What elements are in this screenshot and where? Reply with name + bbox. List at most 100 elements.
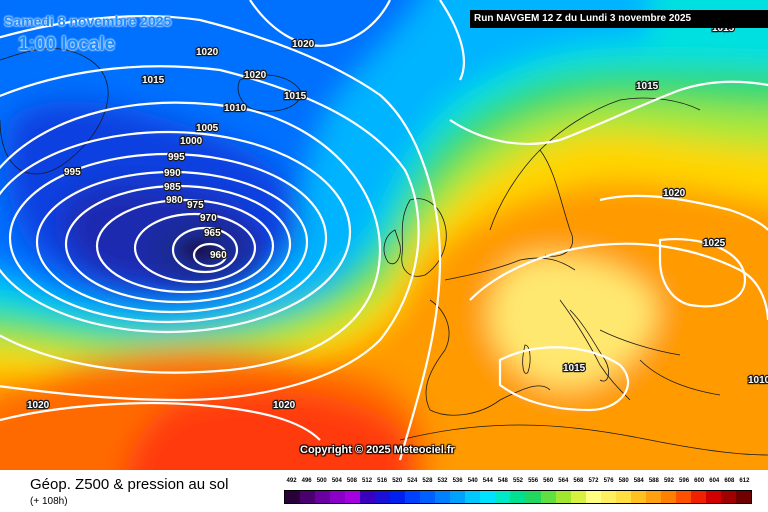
isobar (658, 238, 747, 308)
geopotential-field (0, 0, 768, 470)
isobar (498, 346, 630, 412)
isobar-label: 1010 (224, 103, 247, 114)
colour-swatch (630, 491, 646, 503)
colour-scale-bar (284, 490, 752, 504)
colour-swatch (480, 491, 496, 503)
scandinavia-coast (489, 97, 701, 257)
isobars (0, 0, 768, 460)
isobar (469, 242, 768, 321)
scale-value-label: 556 (528, 478, 539, 484)
isobar (171, 226, 239, 274)
isobar (0, 101, 382, 374)
colour-swatch (540, 491, 556, 503)
colour-swatch (390, 491, 406, 503)
scale-value-label: 524 (407, 478, 418, 484)
scale-value-label: 548 (497, 478, 508, 484)
colour-swatch (450, 491, 466, 503)
scale-value-label: 596 (679, 478, 690, 484)
colour-swatch (420, 491, 436, 503)
italy-coast (569, 309, 610, 382)
scale-value-label: 564 (558, 478, 569, 484)
forecast-date: Samedi 8 novembre 2025 (4, 13, 172, 29)
colour-swatch (570, 491, 586, 503)
colour-swatch (360, 491, 376, 503)
isobar-label: 995 (168, 152, 185, 163)
isobar-label: 995 (64, 167, 81, 178)
scale-value-label: 532 (437, 478, 448, 484)
isobar-label: 1020 (244, 70, 267, 81)
scale-value-label: 580 (618, 478, 629, 484)
colour-swatch (405, 491, 421, 503)
scale-value-label: 584 (633, 478, 644, 484)
colour-swatch (735, 491, 751, 503)
colour-swatch (300, 491, 316, 503)
colour-swatch (645, 491, 661, 503)
isobar-labels: 1020 1020 1015 1020 1015 1010 1005 1000 … (26, 22, 768, 412)
isobar-label: 1020 (273, 400, 296, 411)
isobar-label: 985 (164, 182, 181, 193)
british-isles-coast (383, 198, 447, 277)
isobar-label: 1005 (196, 123, 219, 134)
colour-swatch (720, 491, 736, 503)
isobar (0, 14, 442, 461)
isobar-label: 1020 (27, 400, 50, 411)
isobar (249, 0, 391, 47)
z500-pressure-map: 1020 1020 1015 1020 1015 1010 1005 1000 … (0, 0, 768, 470)
colour-swatch (585, 491, 601, 503)
colour-swatch (705, 491, 721, 503)
africa-coast (399, 424, 768, 456)
continent-coast (425, 257, 721, 416)
colour-swatch (660, 491, 676, 503)
isobar (95, 198, 275, 294)
colour-scale-labels: 492 496 500 504 508 512 516 520 524 528 532 536 540 5… (284, 478, 752, 488)
colour-swatch (330, 491, 346, 503)
isobar-label: 980 (166, 195, 183, 206)
scale-value-label: 508 (346, 478, 357, 484)
colour-swatch (510, 491, 526, 503)
colour-swatch (435, 491, 451, 503)
scale-value-label: 512 (362, 478, 373, 484)
scale-value-label: 612 (739, 478, 750, 484)
scale-value-label: 608 (724, 478, 735, 484)
isobar-label: 990 (164, 168, 181, 179)
isobar-label: 1015 (563, 363, 586, 374)
scale-value-label: 536 (452, 478, 463, 484)
scale-value-label: 492 (286, 478, 297, 484)
corsica-sardinia (522, 344, 531, 374)
scale-value-label: 540 (467, 478, 478, 484)
isobar-label: 1020 (196, 47, 219, 58)
forecast-time: 1:00 locale (18, 34, 116, 55)
isobar (35, 170, 309, 314)
isobar-label: 970 (200, 213, 217, 224)
scale-value-label: 520 (392, 478, 403, 484)
colour-swatch (525, 491, 541, 503)
isobar (8, 152, 328, 324)
isobar-label: 1020 (292, 39, 315, 50)
scale-value-label: 572 (588, 478, 599, 484)
colour-swatch (345, 491, 361, 503)
isobar-label: 1010 (748, 375, 768, 386)
forecast-lead-time: (+ 108h) (30, 496, 68, 507)
isobar (449, 80, 768, 146)
colour-swatch (555, 491, 571, 503)
colour-swatch (600, 491, 616, 503)
colour-swatch (315, 491, 331, 503)
map-title: Géop. Z500 & pression au sol (30, 476, 229, 493)
scale-value-label: 568 (573, 478, 584, 484)
scale-value-label: 552 (512, 478, 523, 484)
isobar (0, 130, 352, 334)
isobar-label: 1025 (703, 238, 726, 249)
scale-value-label: 504 (331, 478, 342, 484)
scale-value-label: 600 (694, 478, 705, 484)
scale-value-label: 544 (482, 478, 493, 484)
scale-value-label: 560 (543, 478, 554, 484)
colour-swatch (675, 491, 691, 503)
isobar-label: 1015 (284, 91, 307, 102)
colour-swatch (690, 491, 706, 503)
scale-value-label: 592 (663, 478, 674, 484)
isobar-label: 1015 (636, 81, 659, 92)
colour-swatch (375, 491, 391, 503)
legend-footer: Géop. Z500 & pression au sol (+ 108h) 49… (0, 470, 768, 512)
colour-swatch (495, 491, 511, 503)
